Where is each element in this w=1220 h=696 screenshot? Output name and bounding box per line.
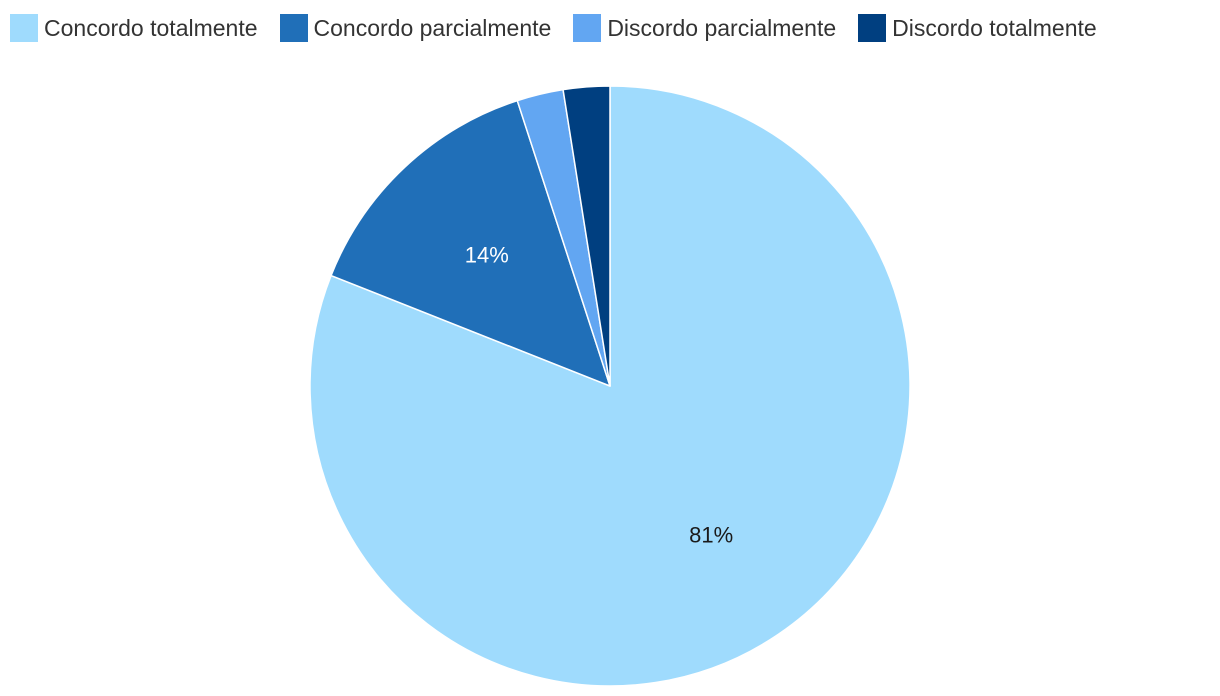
legend-swatch [10, 14, 38, 42]
legend-swatch [573, 14, 602, 42]
chart-legend: Concordo totalmente Concordo parcialment… [10, 13, 1097, 43]
legend-label: Concordo totalmente [44, 15, 258, 41]
pie-slice-concordo-totalmente [309, 85, 911, 687]
legend-item-concordo-totalmente: Concordo totalmente [10, 14, 258, 42]
legend-swatch [858, 14, 887, 42]
legend-swatch [279, 14, 308, 42]
legend-label: Concordo parcialmente [313, 15, 552, 41]
legend-item-concordo-parcialmente: Concordo parcialmente [279, 14, 552, 42]
legend-label: Discordo totalmente [892, 15, 1097, 41]
pie-slices [309, 85, 911, 687]
pie-data-labels: 81% 14% [465, 242, 733, 547]
pie-slice-discordo-totalmente [562, 85, 611, 387]
data-label: 14% [465, 242, 509, 267]
legend-label: Discordo parcialmente [607, 15, 837, 41]
legend-item-discordo-parcialmente: Discordo parcialmente [573, 14, 836, 42]
legend-item-discordo-totalmente: Discordo totalmente [858, 14, 1097, 42]
data-label: 81% [689, 522, 733, 547]
